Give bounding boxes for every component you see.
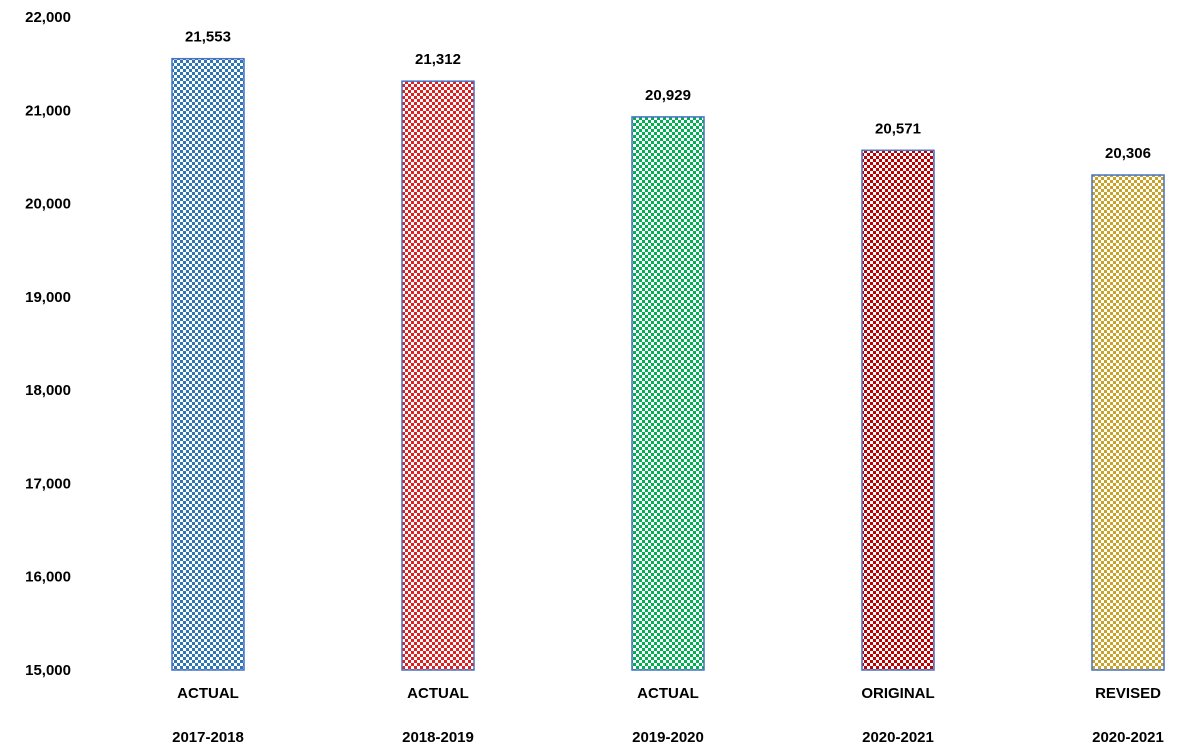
- x-tick-label-line2: 2020-2021: [862, 729, 934, 744]
- x-tick-label-line1: ACTUAL: [177, 685, 239, 702]
- data-label: 20,929: [645, 87, 691, 104]
- y-tick-label: 15,000: [25, 662, 71, 679]
- bar: [631, 116, 705, 671]
- y-tick-label: 22,000: [25, 9, 71, 26]
- bar: [1091, 174, 1165, 671]
- x-tick-label-line2: 2019-2020: [632, 729, 704, 744]
- bar: [401, 80, 475, 671]
- bar: [171, 57, 245, 671]
- y-axis: 15,000 16,000 17,000 18,000 19,000 20,000 21,0…: [25, 9, 71, 679]
- y-tick-label: 16,000: [25, 569, 71, 586]
- y-tick-label: 21,000: [25, 102, 71, 119]
- x-axis: ACTUAL 2017-2018 ACTUAL 2018-2019 ACTUAL 2019…: [172, 685, 1164, 744]
- data-label: 21,312: [415, 51, 461, 68]
- bars: [171, 57, 1165, 671]
- x-tick-label-line2: 2017-2018: [172, 729, 244, 744]
- x-tick-label-line1: ACTUAL: [637, 685, 699, 702]
- x-tick-label-line2: 2018-2019: [402, 729, 474, 744]
- y-tick-label: 19,000: [25, 289, 71, 306]
- x-tick-label-line1: REVISED: [1095, 685, 1161, 702]
- bar: [861, 149, 935, 671]
- y-tick-label: 20,000: [25, 196, 71, 213]
- data-label: 21,553: [185, 29, 231, 46]
- x-tick-label-line1: ACTUAL: [407, 685, 469, 702]
- data-label: 20,306: [1105, 145, 1151, 162]
- x-tick-label-line2: 2020-2021: [1092, 729, 1164, 744]
- y-tick-label: 17,000: [25, 475, 71, 492]
- data-labels: 21,553 21,312 20,929 20,571 20,306: [185, 29, 1151, 162]
- data-label: 20,571: [875, 120, 921, 137]
- y-tick-label: 18,000: [25, 382, 71, 399]
- x-tick-label-line1: ORIGINAL: [861, 685, 934, 702]
